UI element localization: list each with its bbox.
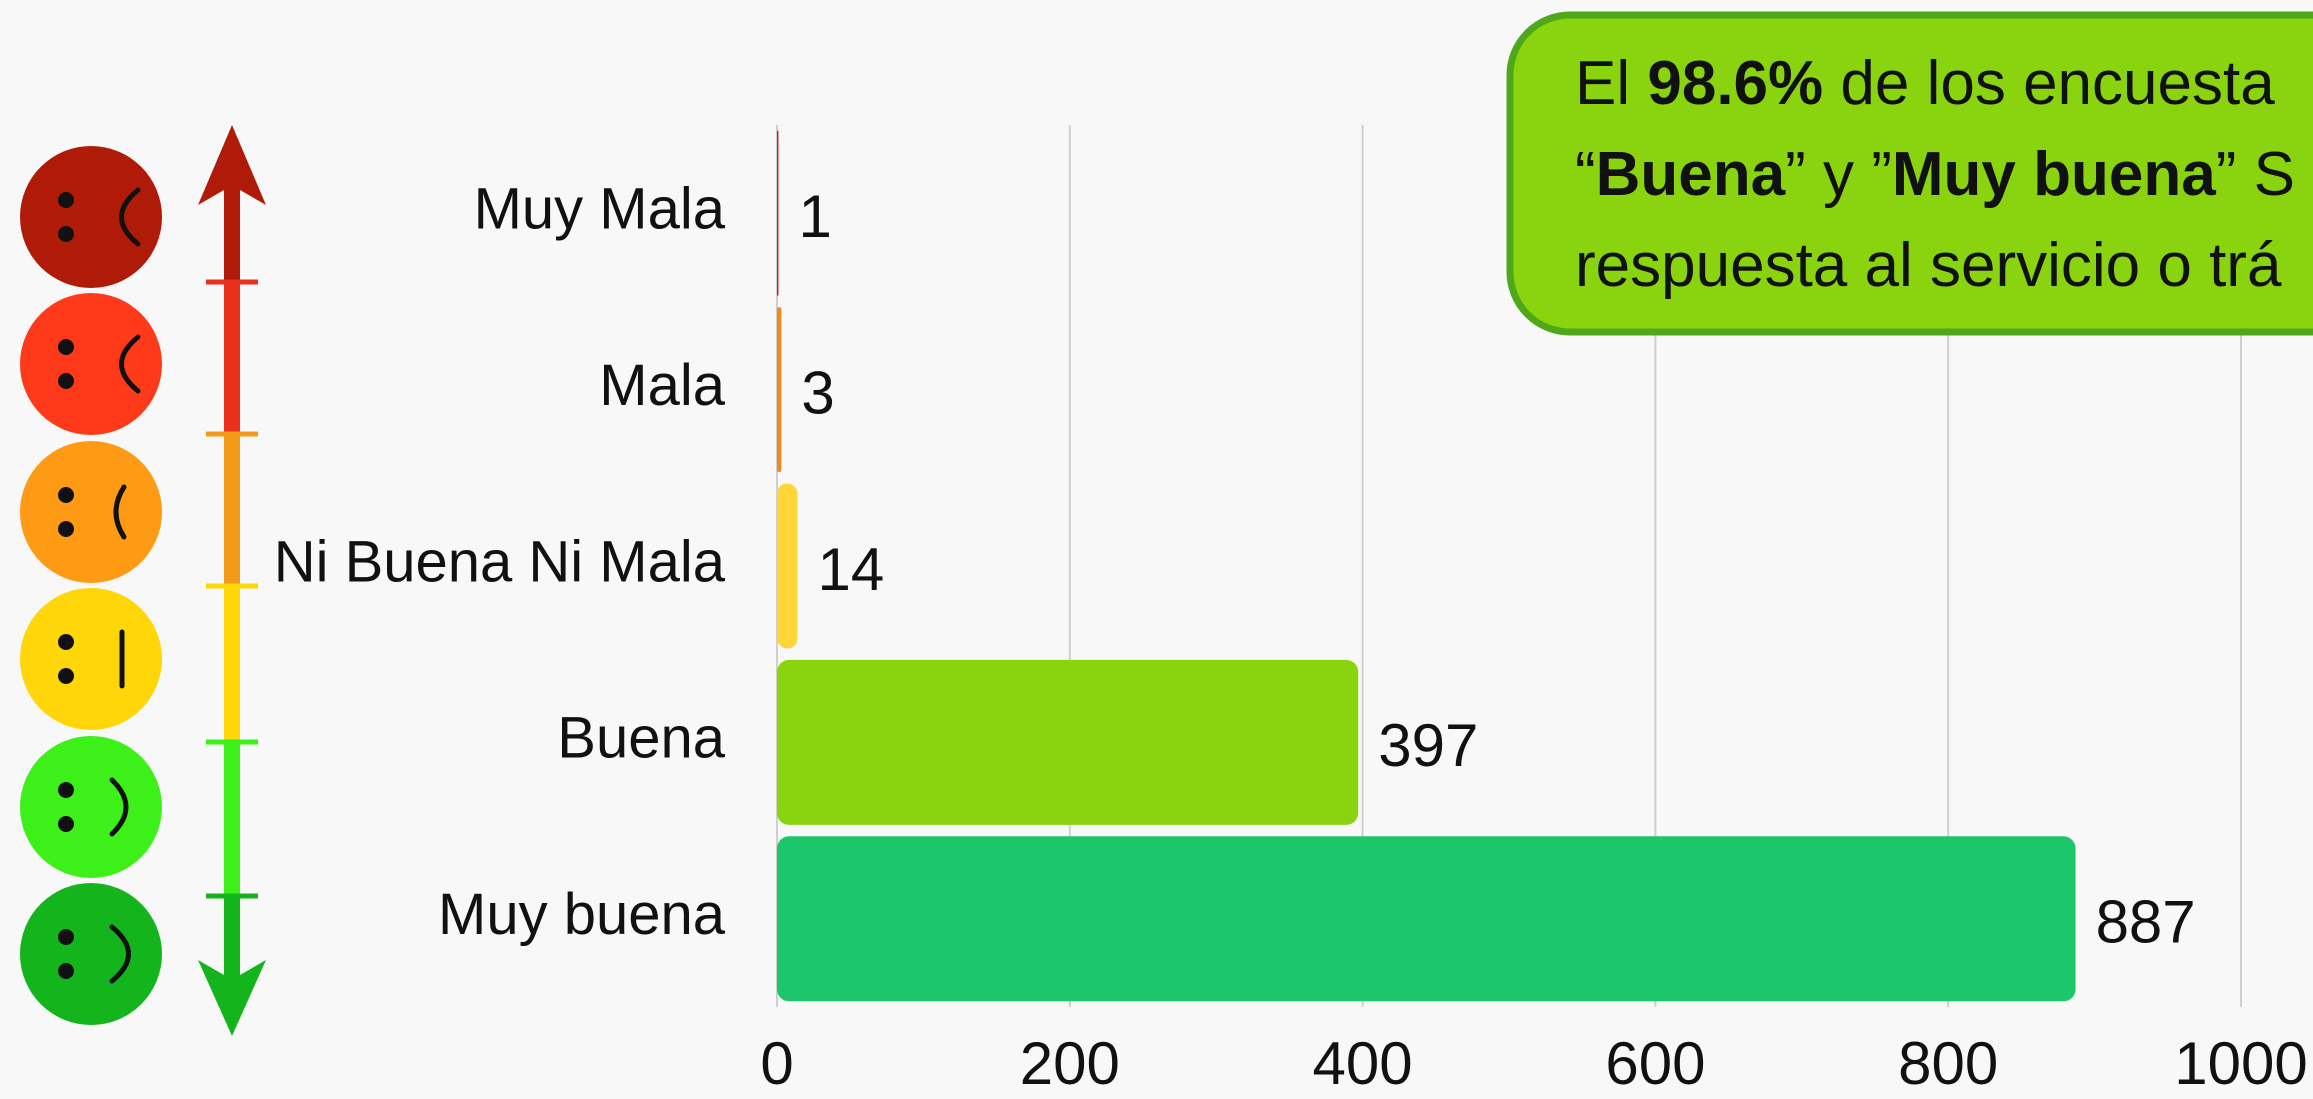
face	[20, 293, 162, 435]
annotation-line: “Buena” y ”Muy buena” S	[1575, 140, 2295, 209]
y-tick-label: Ni Buena Ni Mala	[274, 529, 726, 594]
face	[20, 441, 162, 583]
bar	[777, 836, 2076, 1002]
y-tick-label: Mala	[599, 353, 725, 418]
x-tick-label: 400	[1313, 1030, 1413, 1097]
x-tick-label: 800	[1898, 1030, 1998, 1097]
annotation-text: ” y ”	[1785, 140, 1892, 209]
annotation-line: El 98.6% de los encuesta	[1575, 49, 2275, 118]
x-tick-label: 200	[1020, 1030, 1120, 1097]
value-label: 3	[801, 359, 834, 426]
annotation-text: de los encuesta	[1823, 49, 2275, 118]
mouths	[109, 187, 141, 984]
annotation-text: El	[1575, 49, 1647, 118]
bar	[777, 483, 798, 649]
y-tick-label: Muy Mala	[474, 177, 726, 242]
value-label: 1	[798, 183, 831, 250]
annotation-box	[1506, 11, 2313, 336]
annotation-text: Muy buena	[1892, 140, 2216, 209]
annotation: El 98.6% de los encuesta “Buena” y ”Muy b…	[1506, 11, 2313, 336]
y-tick-label: Buena	[557, 706, 725, 771]
face	[20, 883, 162, 1025]
annotation-text: 98.6%	[1647, 49, 1823, 118]
face	[20, 736, 162, 878]
bar	[777, 307, 782, 473]
scale-arrow	[198, 125, 266, 1036]
value-label: 887	[2096, 889, 2196, 956]
annotation-text: “	[1575, 140, 1596, 209]
eyes	[58, 192, 74, 979]
bar	[777, 659, 1359, 825]
plot: 0 200 400 600 800 1000 Muy Mala 1 Mala 3 Ni Buena …	[274, 125, 2308, 1097]
annotation-text: ” S	[2216, 140, 2295, 209]
annotation-text: respuesta al servicio o trá	[1575, 231, 2282, 300]
annotation-line: respuesta al servicio o trá	[1575, 231, 2282, 300]
y-tick-label: Muy buena	[438, 882, 726, 947]
value-label: 397	[1378, 712, 1478, 779]
face	[20, 146, 162, 288]
faces	[20, 146, 162, 1025]
x-tick-label: 0	[760, 1030, 793, 1097]
value-label: 14	[817, 536, 884, 603]
bar	[777, 130, 779, 296]
annotation-text: Buena	[1596, 140, 1786, 209]
x-tick-label: 600	[1605, 1030, 1705, 1097]
face	[20, 588, 162, 730]
x-tick-label: 1000	[2174, 1030, 2307, 1097]
